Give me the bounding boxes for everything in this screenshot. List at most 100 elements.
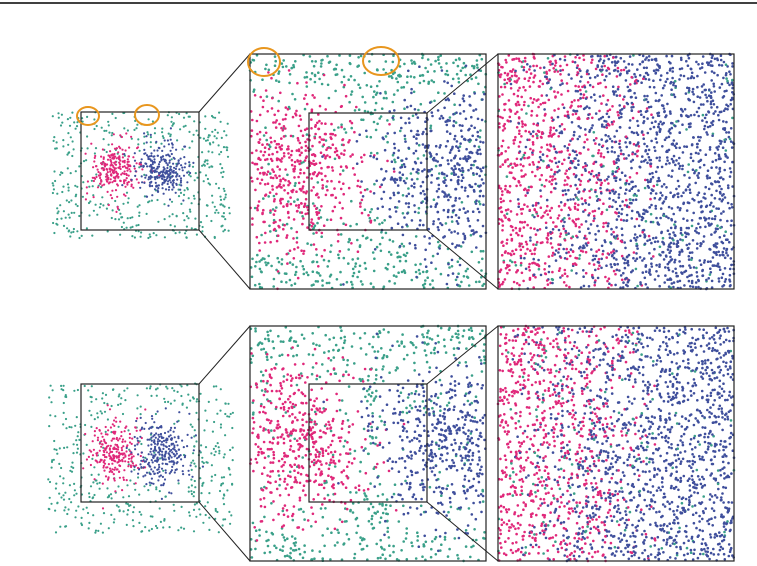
pink-point bbox=[99, 182, 102, 185]
pink-point bbox=[305, 81, 308, 84]
blue-point bbox=[448, 132, 452, 135]
pink-point bbox=[531, 141, 535, 144]
teal-point bbox=[320, 235, 324, 238]
teal-point bbox=[125, 191, 129, 194]
pink-point bbox=[615, 75, 619, 78]
teal-point bbox=[66, 118, 69, 121]
teal-point bbox=[212, 141, 215, 144]
teal-point bbox=[90, 473, 93, 476]
blue-point bbox=[454, 187, 458, 191]
blue-point bbox=[658, 130, 662, 134]
pink-point bbox=[94, 154, 97, 158]
pink-point bbox=[597, 149, 601, 152]
blue-point bbox=[478, 148, 482, 151]
pink-point bbox=[501, 116, 504, 120]
teal-point bbox=[157, 220, 160, 223]
blue-point bbox=[622, 271, 625, 275]
teal-point bbox=[136, 407, 139, 410]
blue-point bbox=[369, 154, 372, 158]
teal-point bbox=[228, 415, 231, 418]
pink-point bbox=[570, 104, 573, 107]
blue-point bbox=[729, 73, 732, 76]
blue-point bbox=[580, 75, 583, 79]
teal-point bbox=[429, 126, 432, 130]
pink-point bbox=[618, 94, 622, 97]
blue-point bbox=[397, 149, 401, 152]
pink-point bbox=[320, 122, 324, 125]
pink-point bbox=[594, 142, 597, 145]
pink-point bbox=[280, 186, 283, 189]
pink-point bbox=[515, 103, 518, 107]
pink-point bbox=[250, 129, 254, 132]
pink-point bbox=[557, 107, 560, 111]
pink-point bbox=[339, 187, 343, 191]
teal-point bbox=[217, 446, 220, 449]
teal-point bbox=[474, 76, 478, 79]
teal-point bbox=[311, 260, 314, 264]
teal-point bbox=[439, 54, 443, 57]
pink-point bbox=[622, 68, 626, 72]
blue-point bbox=[597, 118, 601, 121]
pink-point bbox=[251, 223, 254, 226]
pink-point bbox=[311, 222, 315, 225]
blue-point bbox=[157, 163, 161, 166]
teal-point bbox=[293, 200, 296, 203]
blue-point bbox=[446, 210, 450, 214]
teal-point bbox=[262, 134, 266, 137]
pink-point bbox=[617, 85, 620, 89]
blue-point bbox=[715, 253, 718, 256]
blue-point bbox=[713, 197, 717, 200]
teal-point bbox=[273, 64, 277, 67]
blue-point bbox=[379, 92, 382, 95]
teal-point bbox=[318, 274, 322, 277]
blue-point bbox=[482, 203, 485, 206]
blue-point bbox=[424, 120, 427, 123]
pink-point bbox=[571, 137, 574, 141]
blue-point bbox=[679, 228, 683, 232]
blue-point bbox=[437, 228, 440, 232]
teal-point bbox=[527, 185, 531, 189]
blue-point bbox=[725, 249, 728, 252]
blue-point bbox=[638, 62, 642, 66]
teal-point bbox=[53, 170, 56, 173]
pink-point bbox=[255, 206, 259, 210]
pink-point bbox=[637, 110, 640, 113]
teal-point bbox=[375, 84, 379, 88]
teal-point bbox=[72, 466, 75, 469]
pink-point bbox=[302, 180, 306, 184]
blue-point bbox=[697, 135, 700, 139]
pink-point bbox=[105, 167, 108, 171]
blue-point bbox=[604, 240, 607, 244]
teal-point bbox=[221, 167, 224, 170]
pink-point bbox=[534, 276, 537, 279]
pink-point bbox=[601, 73, 604, 76]
pink-point bbox=[288, 181, 292, 185]
teal-point bbox=[208, 142, 211, 145]
blue-point bbox=[461, 241, 465, 244]
blue-point bbox=[718, 63, 721, 67]
blue-point bbox=[607, 135, 610, 138]
blue-point bbox=[436, 210, 440, 214]
pink-point bbox=[257, 200, 261, 203]
blue-point bbox=[384, 170, 388, 173]
blue-point bbox=[517, 205, 520, 208]
blue-point bbox=[590, 248, 593, 251]
teal-point bbox=[108, 131, 111, 134]
pink-point bbox=[520, 135, 523, 138]
blue-point bbox=[429, 154, 433, 158]
teal-point bbox=[731, 116, 734, 120]
teal-point bbox=[96, 213, 99, 216]
blue-point bbox=[153, 158, 156, 161]
teal-point bbox=[337, 256, 341, 260]
blue-point bbox=[634, 144, 638, 147]
teal-point bbox=[150, 527, 153, 531]
teal-point bbox=[191, 165, 195, 168]
blue-point bbox=[545, 226, 548, 229]
blue-point bbox=[688, 264, 691, 267]
teal-point bbox=[386, 140, 389, 144]
blue-point bbox=[713, 231, 716, 234]
blue-point bbox=[728, 284, 732, 288]
teal-point bbox=[143, 195, 146, 198]
blue-point bbox=[677, 185, 681, 188]
teal-point bbox=[404, 259, 408, 263]
